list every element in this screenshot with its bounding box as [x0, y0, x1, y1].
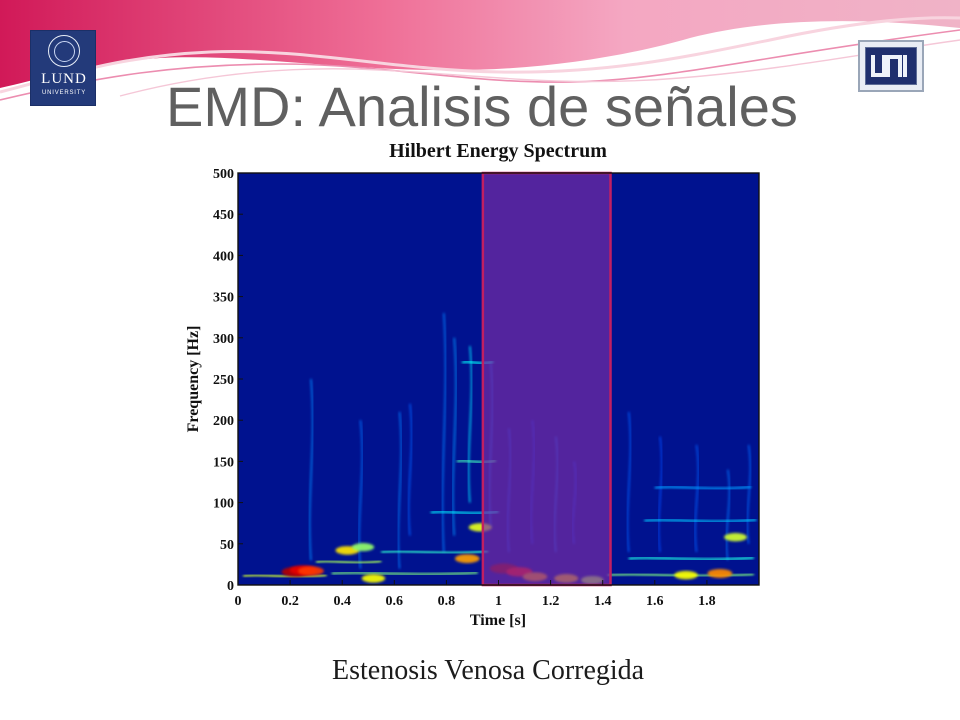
spectrum-hotspot	[454, 554, 480, 564]
spectrum-ridge	[331, 571, 478, 576]
chart-svg: Hilbert Energy Spectrum 0 0.2 0.4 0.6 0.8 1 1.…	[185, 140, 760, 629]
spectrum-ridge	[644, 518, 757, 523]
spectrum-ridge	[381, 549, 489, 555]
x-tick-label: 1.8	[698, 594, 716, 609]
y-tick-label: 300	[213, 332, 234, 347]
x-axis-ticks: 0 0.2 0.4 0.6 0.8 1 1.2 1.4 1.6 1.8	[235, 580, 716, 609]
y-tick-label: 250	[213, 373, 234, 388]
spectrum-vertical-trace	[452, 337, 457, 536]
spectrum-vertical-trace	[725, 469, 731, 561]
spectrum-vertical-trace	[694, 444, 700, 553]
spectrum-hotspot	[674, 570, 698, 580]
spectrum-vertical-trace	[407, 403, 413, 536]
y-tick-label: 200	[213, 414, 234, 429]
x-tick-label: 0	[235, 594, 242, 609]
x-tick-label: 1.2	[542, 594, 560, 609]
lund-seal-icon	[48, 35, 80, 67]
uni-logo	[858, 40, 924, 92]
spectrum-ridge	[628, 556, 754, 561]
x-axis-label: Time [s]	[470, 612, 526, 629]
x-tick-label: 1	[495, 594, 502, 609]
lund-university-logo: LUND UNIVERSITY	[30, 30, 96, 106]
y-tick-label: 350	[213, 291, 234, 306]
y-tick-label: 150	[213, 455, 234, 470]
spectrum-hotspot	[724, 533, 748, 542]
spectrum-ridge	[654, 485, 752, 490]
y-tick-label: 50	[220, 538, 234, 553]
y-tick-label: 450	[213, 208, 234, 223]
spectrum-vertical-trace	[467, 345, 473, 503]
slide-title: EMD: Analisis de señales	[166, 75, 798, 138]
x-tick-label: 1.4	[594, 594, 612, 609]
uni-monogram-icon	[871, 55, 907, 77]
lund-logo-name: LUND	[41, 71, 87, 87]
spectrum-vertical-trace	[626, 411, 632, 553]
uni-logo-mark	[865, 47, 917, 85]
spectrum-vertical-trace	[397, 411, 403, 569]
spectrum-hotspot	[361, 574, 386, 583]
spectrum-vertical-trace	[308, 378, 314, 561]
chart-title: Hilbert Energy Spectrum	[389, 140, 607, 162]
x-tick-label: 0.8	[438, 594, 456, 609]
header-banner	[0, 0, 960, 101]
spectrum-vertical-trace	[746, 444, 752, 544]
spectrum-ridge	[315, 559, 382, 564]
y-tick-label: 100	[213, 497, 234, 512]
y-tick-label: 500	[213, 167, 234, 182]
spectrum-hotspot	[298, 566, 324, 576]
hilbert-energy-spectrum-chart: Hilbert Energy Spectrum 0 0.2 0.4 0.6 0.8 1 1.…	[180, 136, 795, 641]
highlight-region	[482, 173, 611, 585]
y-axis-ticks: 0 50 100 150 200 250 300 350 400 450 500	[213, 167, 243, 594]
spectrum-vertical-trace	[441, 313, 447, 553]
x-tick-label: 1.6	[646, 594, 664, 609]
spectrum-vertical-trace	[657, 436, 663, 553]
y-tick-label: 400	[213, 249, 234, 264]
highlight-layer	[481, 171, 612, 587]
spectrum-ridge	[607, 572, 754, 578]
x-tick-label: 0.4	[333, 594, 351, 609]
lund-logo-subtitle: UNIVERSITY	[41, 90, 86, 96]
y-axis-label: Frequency [Hz]	[185, 326, 202, 433]
spectrum-ridge	[243, 573, 327, 578]
spectrum-hotspot	[351, 543, 375, 552]
x-tick-label: 0.6	[386, 594, 404, 609]
x-tick-label: 0.2	[281, 594, 299, 609]
spectrum-hotspot	[707, 568, 733, 578]
spectrum-marks	[243, 313, 757, 585]
y-tick-label: 0	[227, 579, 234, 594]
slide-caption: Estenosis Venosa Corregida	[332, 655, 645, 686]
